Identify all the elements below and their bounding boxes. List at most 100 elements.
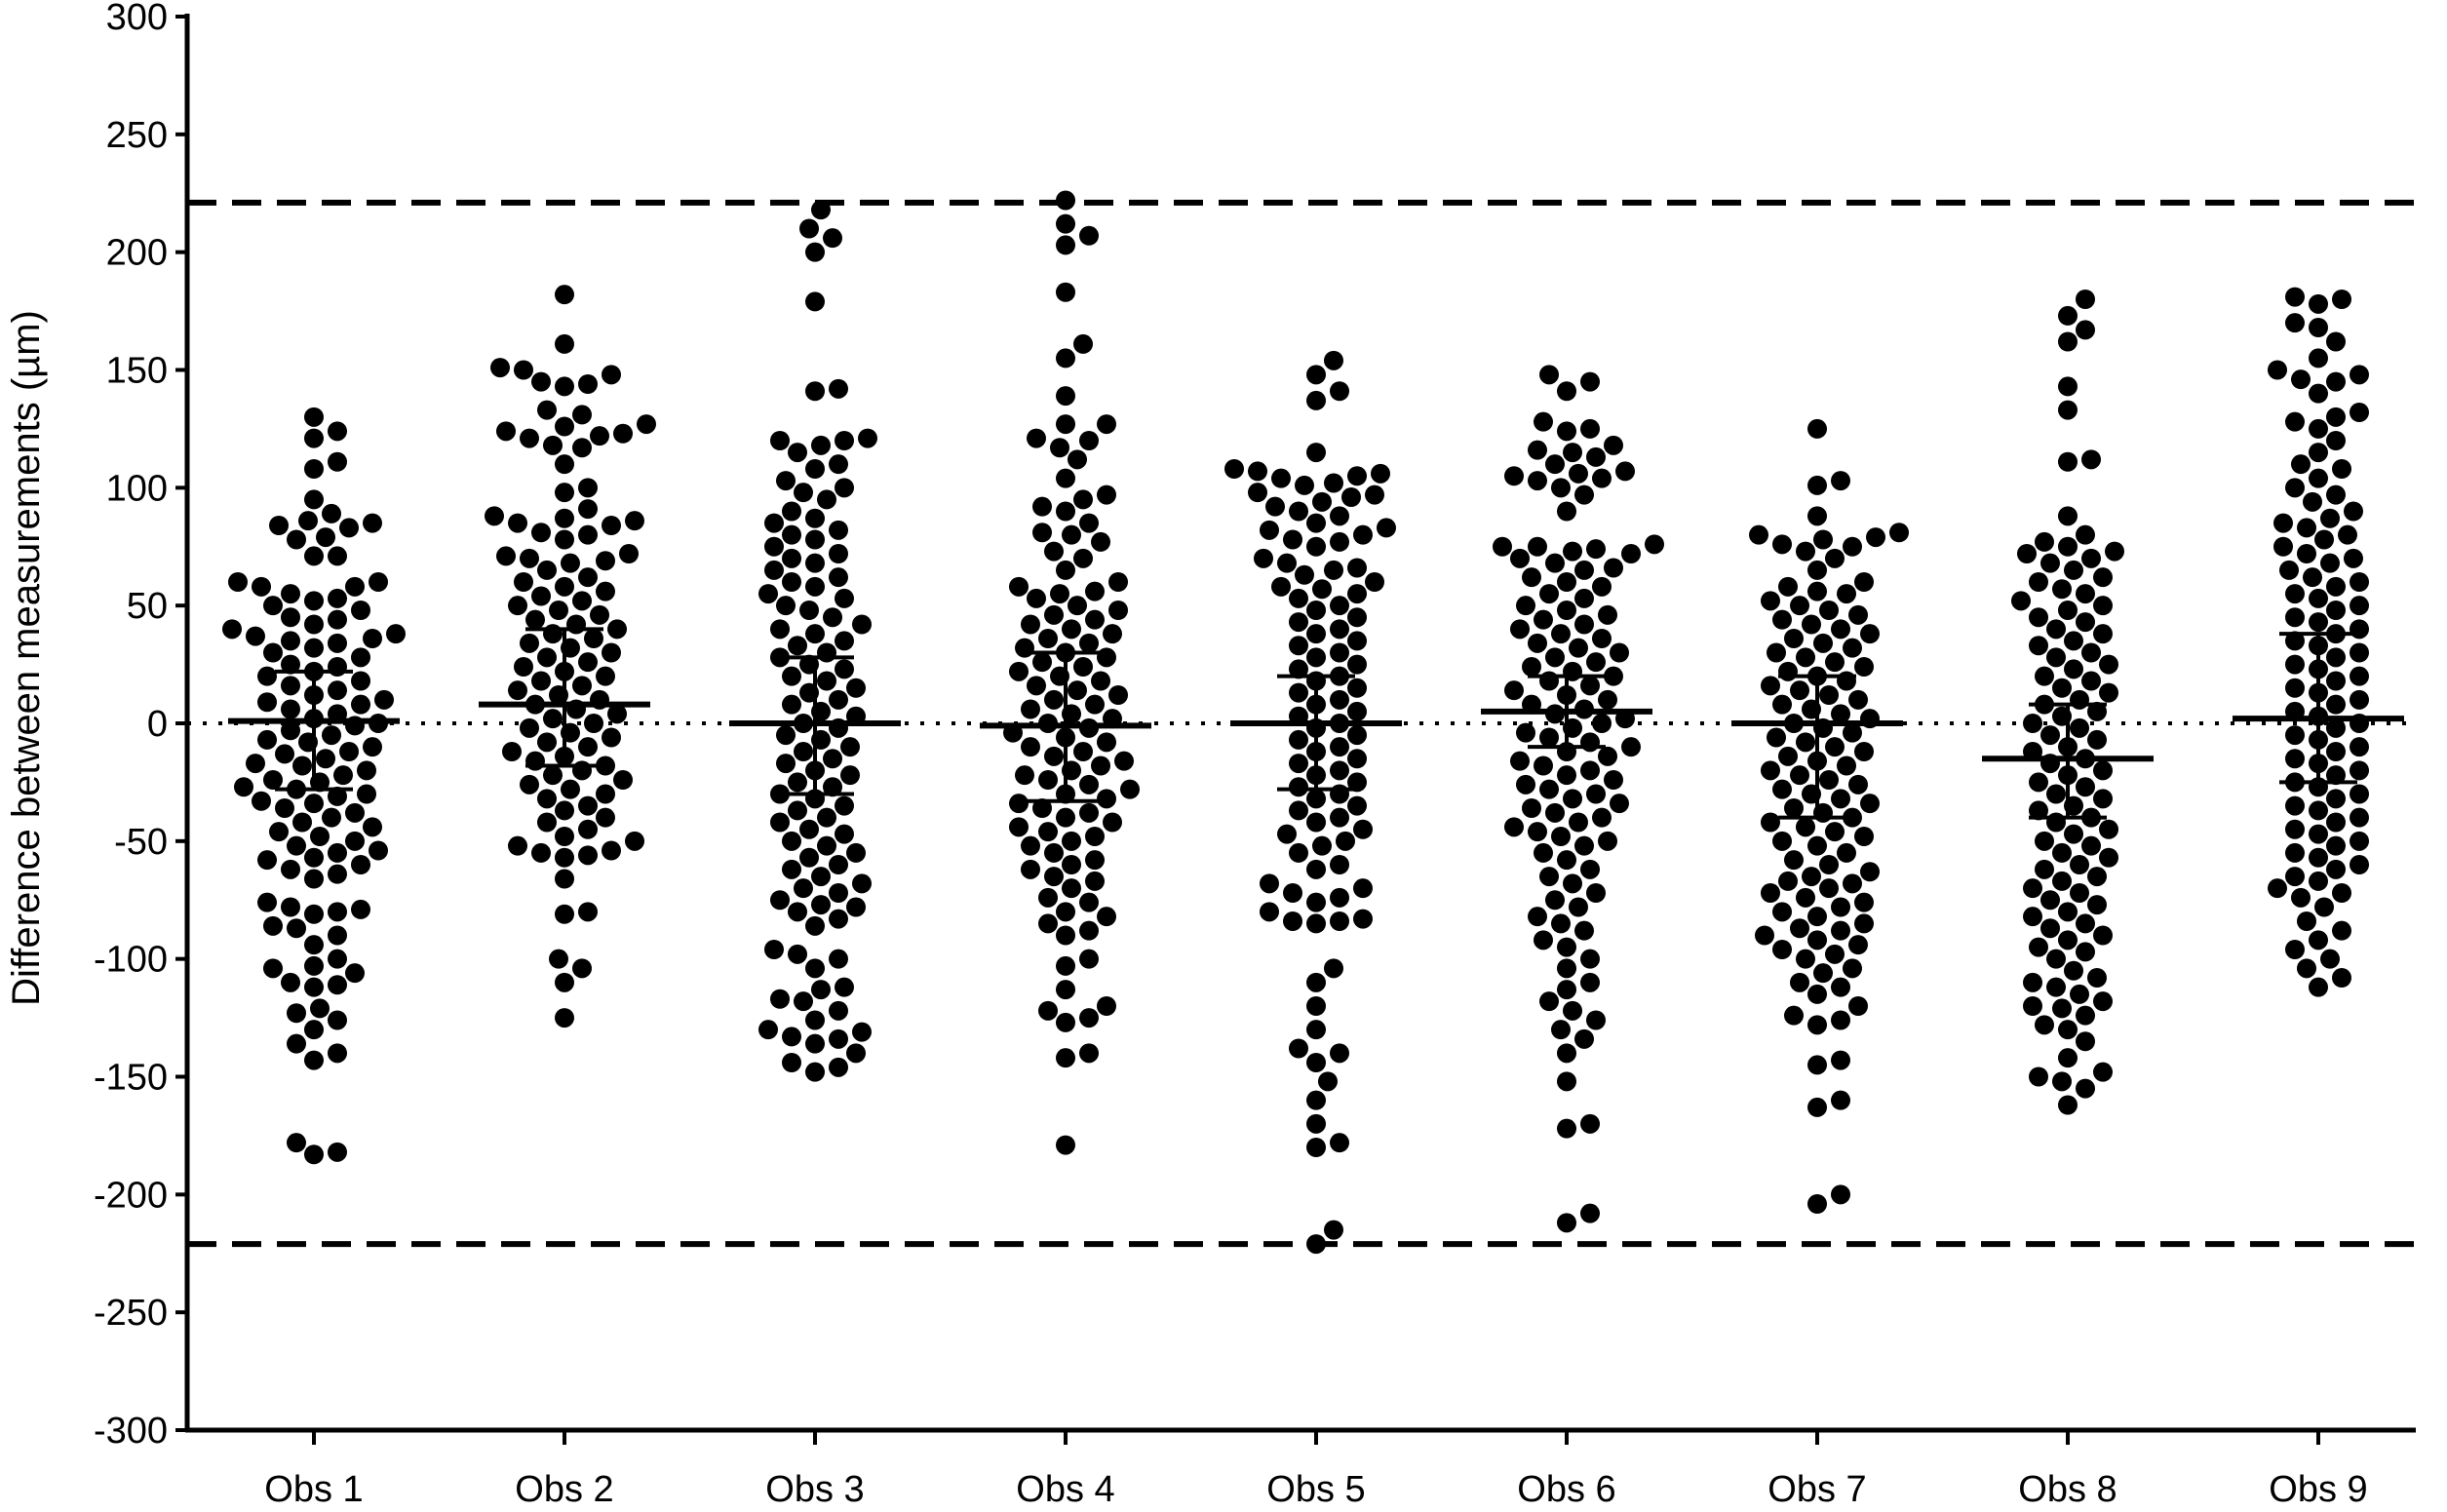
data-point — [829, 544, 848, 563]
data-point — [1843, 536, 1862, 557]
x-tick-label: Obs 2 — [515, 1469, 613, 1510]
y-tick-label: 200 — [106, 233, 168, 274]
data-point — [782, 572, 801, 592]
data-point — [304, 638, 324, 658]
data-point — [572, 958, 592, 979]
data-point — [1563, 789, 1582, 809]
data-point — [1528, 471, 1547, 491]
data-point — [2093, 760, 2113, 781]
data-point — [578, 499, 598, 520]
data-point — [1802, 867, 1821, 887]
data-point — [543, 435, 563, 455]
data-point — [1330, 807, 1349, 828]
data-point — [805, 576, 825, 597]
data-point — [1306, 1138, 1326, 1157]
data-point — [1807, 418, 1827, 439]
data-point — [1843, 722, 1862, 743]
data-point — [1545, 454, 1565, 475]
data-point — [1586, 652, 1606, 673]
data-point — [607, 704, 627, 724]
data-point — [619, 544, 639, 563]
data-point — [1860, 862, 1880, 882]
data-point — [257, 892, 277, 912]
data-point — [2040, 890, 2060, 911]
data-point — [328, 680, 347, 701]
data-point — [1330, 642, 1349, 663]
x-tick-label: Obs 6 — [1517, 1469, 1615, 1510]
data-point — [817, 671, 836, 691]
data-point — [794, 483, 813, 503]
data-point — [1610, 794, 1629, 814]
data-point — [1813, 529, 1833, 550]
data-point — [835, 977, 854, 997]
data-point — [2040, 918, 2060, 939]
data-point — [764, 560, 784, 580]
data-point — [2099, 847, 2118, 868]
data-point — [770, 431, 790, 450]
data-point — [1085, 581, 1105, 601]
data-point — [1807, 1015, 1827, 1035]
data-point — [1289, 501, 1308, 522]
data-point — [2046, 949, 2066, 969]
data-point — [846, 897, 866, 917]
data-point — [1819, 770, 1839, 790]
data-point — [1091, 756, 1110, 776]
data-point — [811, 867, 831, 887]
data-point — [1551, 624, 1571, 644]
data-point — [2058, 536, 2078, 557]
data-point — [2309, 977, 2328, 997]
data-point — [829, 689, 848, 710]
data-point — [1306, 536, 1326, 557]
data-point — [846, 678, 866, 698]
data-point — [1598, 831, 1617, 851]
data-point — [1009, 576, 1029, 597]
data-point — [1854, 657, 1874, 677]
data-point — [1767, 642, 1786, 663]
data-point — [1289, 754, 1308, 774]
data-point — [1598, 689, 1617, 710]
data-point — [351, 671, 370, 691]
data-point — [1021, 614, 1040, 635]
data-point — [1347, 466, 1367, 486]
data-point — [1778, 746, 1798, 766]
data-point — [852, 873, 872, 894]
data-point — [328, 1043, 347, 1064]
data-point — [1347, 795, 1367, 816]
data-point — [1021, 835, 1040, 856]
data-point — [304, 614, 324, 635]
data-point — [788, 800, 807, 821]
data-point — [596, 581, 615, 601]
data-point — [1604, 435, 1623, 455]
data-point — [1289, 612, 1308, 633]
data-point — [1289, 842, 1308, 863]
data-point — [578, 902, 598, 922]
data-point — [1032, 523, 1052, 543]
data-point — [2326, 812, 2346, 833]
data-point — [2035, 831, 2054, 851]
data-point — [1545, 890, 1565, 911]
data-point — [829, 378, 848, 399]
data-point — [2326, 717, 2346, 738]
data-point — [805, 242, 825, 262]
data-point — [561, 779, 580, 799]
data-point — [1050, 584, 1069, 604]
data-point — [1580, 859, 1600, 879]
data-point — [555, 483, 574, 503]
data-point — [2093, 789, 2113, 809]
data-point — [2326, 576, 2346, 597]
data-point — [1604, 666, 1623, 686]
data-point — [596, 551, 615, 571]
y-tick-label: 300 — [106, 0, 168, 38]
data-point — [304, 847, 324, 868]
data-point — [2326, 789, 2346, 809]
data-point — [1248, 483, 1267, 503]
data-point — [304, 428, 324, 448]
data-point — [2344, 501, 2363, 522]
data-point — [2309, 348, 2328, 368]
data-point — [835, 588, 854, 608]
data-point — [531, 586, 551, 606]
data-point — [1306, 365, 1326, 385]
data-point — [1580, 1203, 1600, 1223]
data-point — [520, 717, 539, 738]
data-point — [531, 371, 551, 392]
